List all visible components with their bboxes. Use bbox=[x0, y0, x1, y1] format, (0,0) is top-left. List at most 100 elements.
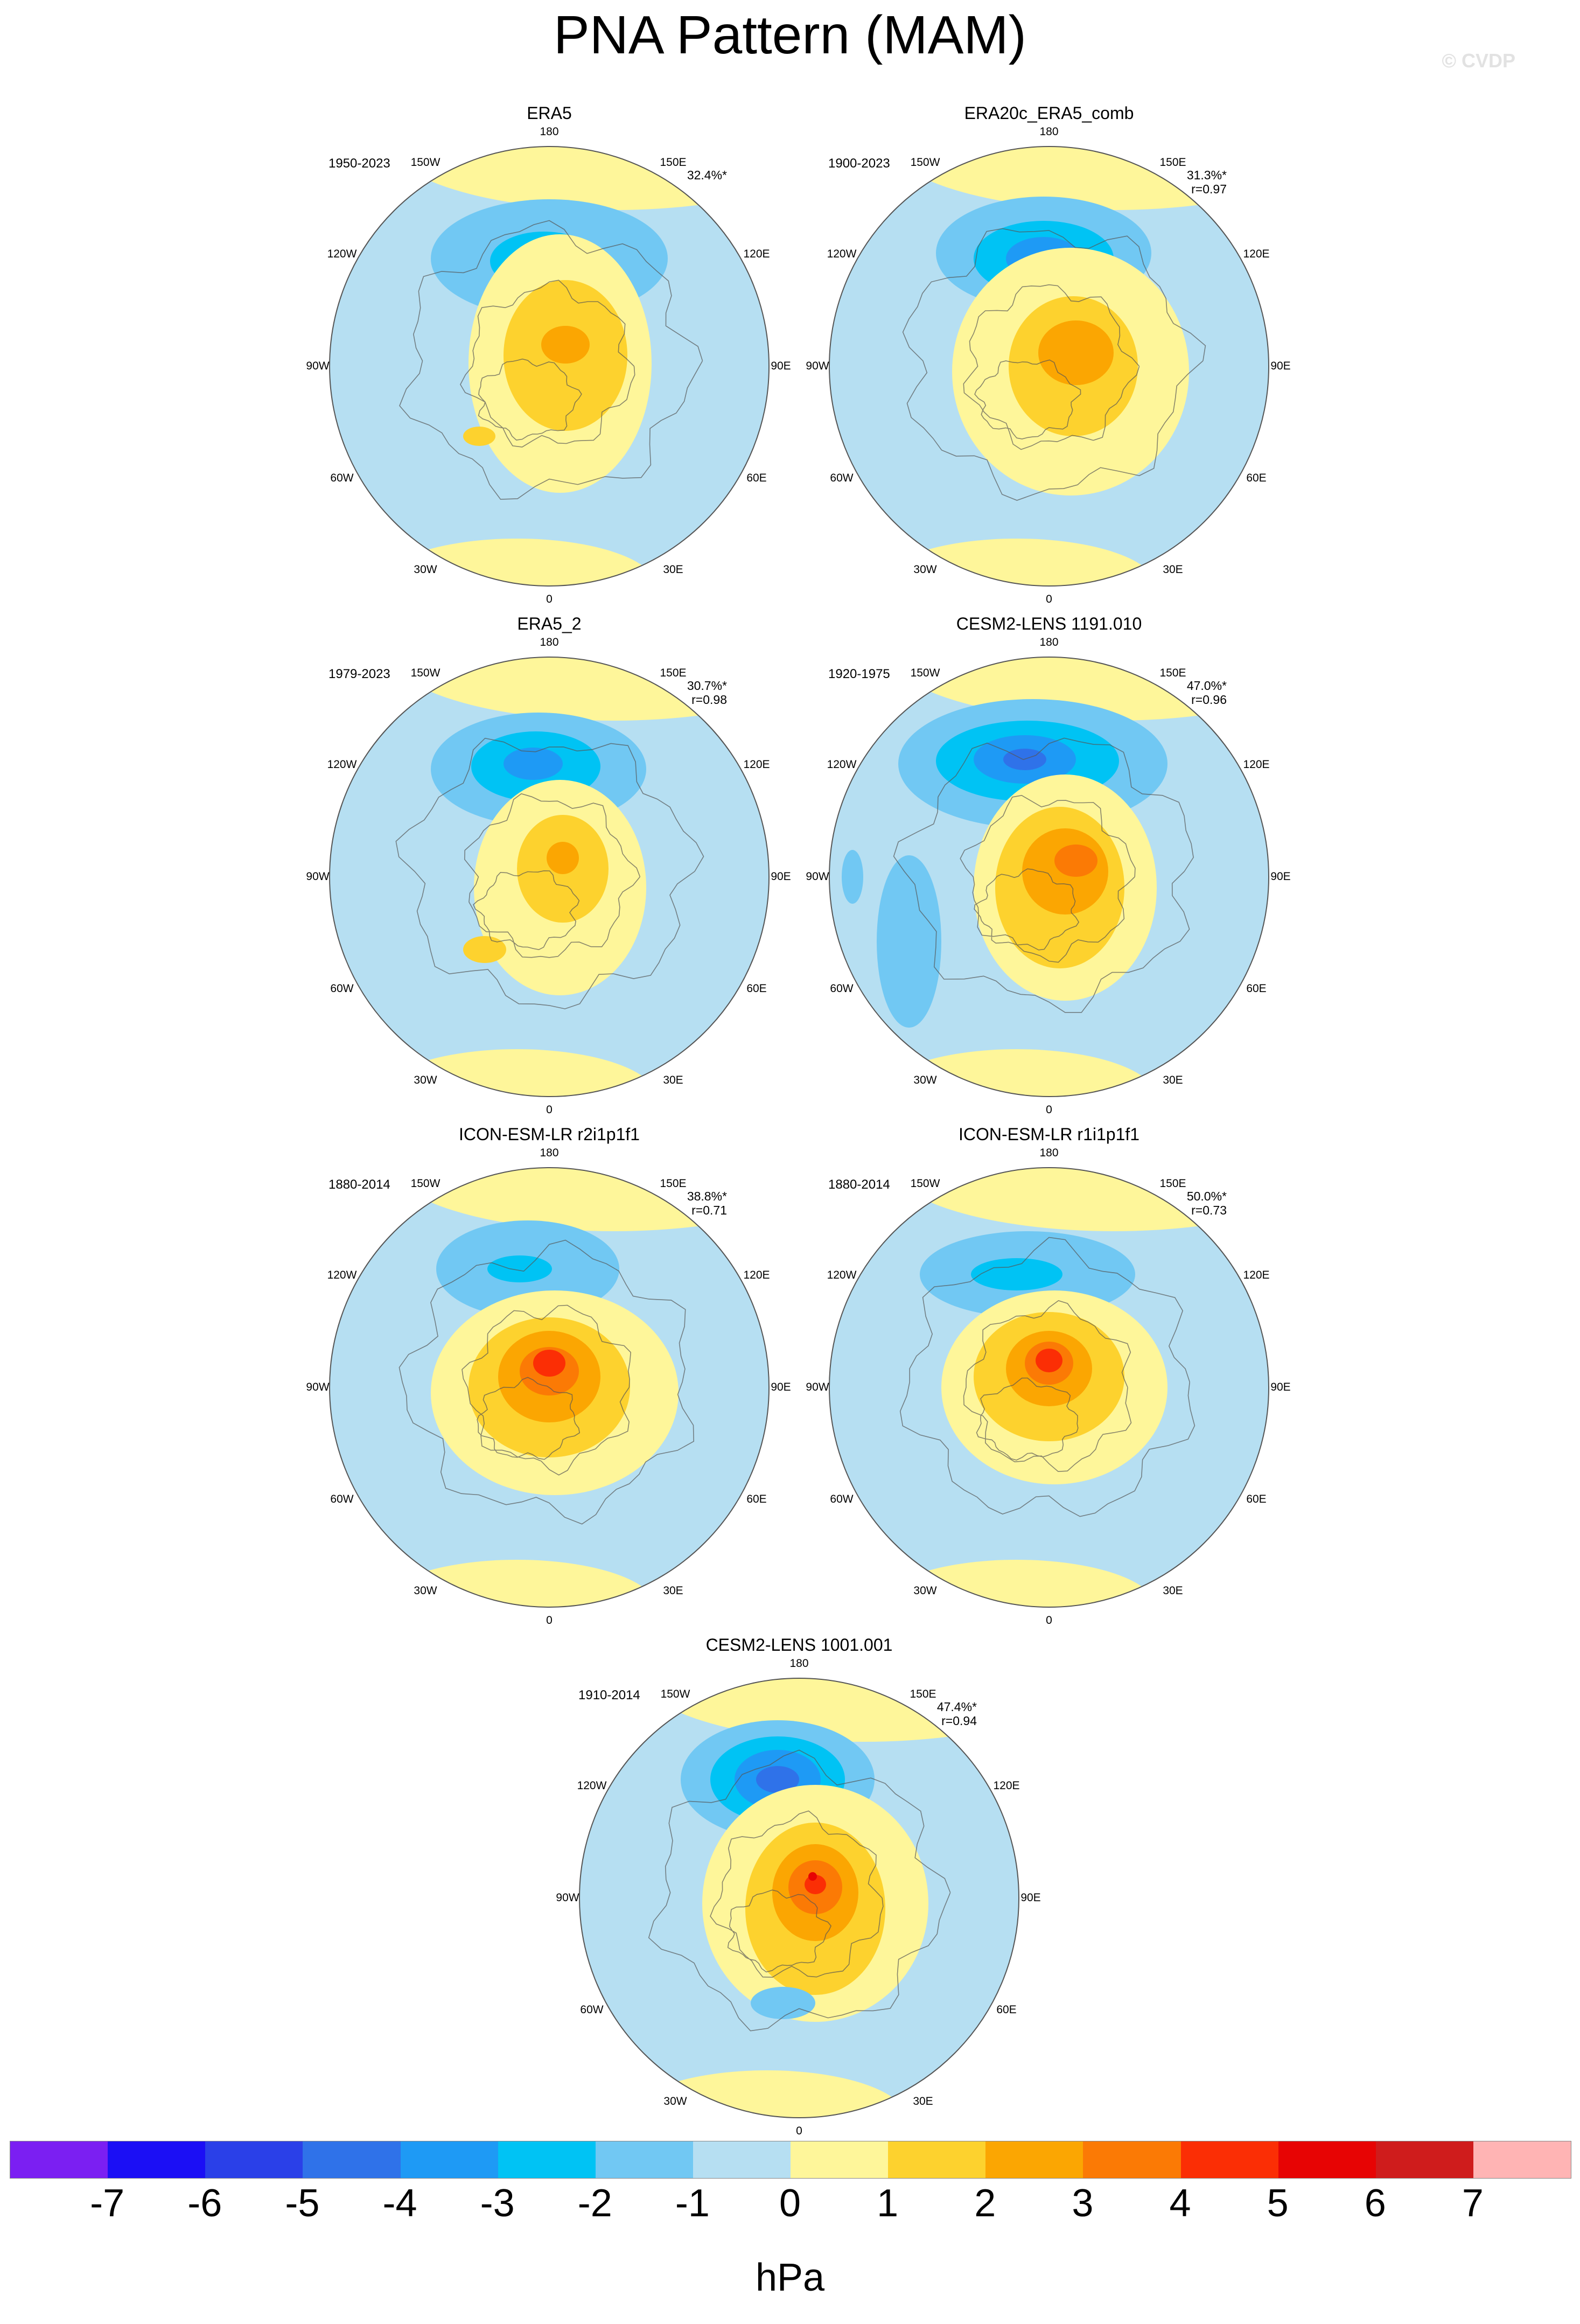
longitude-label: 120E bbox=[993, 1779, 1020, 1792]
negative-contour-fill bbox=[842, 850, 863, 904]
period-label: 1950-2023 bbox=[328, 156, 390, 171]
longitude-label: 150W bbox=[910, 667, 940, 679]
positive-contour-fill bbox=[533, 1350, 565, 1377]
longitude-label: 90W bbox=[306, 870, 330, 883]
longitude-label: 90W bbox=[806, 360, 829, 372]
map-panel-cesm2-lens-1191: CESM2-LENS 1191.010 1920-1975 47.0%* r=0.96… bbox=[791, 614, 1308, 1135]
panel-stats: 32.4%* bbox=[687, 168, 727, 182]
colorbar-tick-label: 2 bbox=[974, 2182, 996, 2225]
longitude-label: 150E bbox=[660, 667, 687, 679]
longitude-label: 60W bbox=[330, 982, 354, 995]
panel-stats: 31.3%* r=0.97 bbox=[1187, 168, 1227, 196]
panel-stats: 47.4%* r=0.94 bbox=[937, 1700, 977, 1728]
period-label: 1920-1975 bbox=[828, 667, 890, 681]
colorbar-swatch bbox=[10, 2141, 108, 2178]
panel-stats: 30.7%* r=0.98 bbox=[687, 679, 727, 707]
polar-map bbox=[829, 146, 1269, 587]
longitude-label: 90E bbox=[1020, 1892, 1041, 1904]
map-boundary bbox=[829, 657, 1269, 1097]
longitude-label: 150W bbox=[410, 1177, 441, 1190]
negative-contour-fill bbox=[751, 1987, 815, 2019]
map-panel-cesm2-lens-1001: CESM2-LENS 1001.001 1910-2014 47.4%* r=0.94… bbox=[541, 1635, 1058, 2156]
colorbar-swatch bbox=[693, 2141, 791, 2178]
longitude-label: 60E bbox=[996, 2004, 1017, 2016]
colorbar-swatch bbox=[888, 2141, 986, 2178]
longitude-label: 90W bbox=[556, 1892, 579, 1904]
colorbar-tick-label: -7 bbox=[90, 2182, 125, 2225]
colorbar-swatch bbox=[400, 2141, 498, 2178]
longitude-label: 120W bbox=[327, 758, 357, 771]
colorbar-swatch bbox=[303, 2141, 401, 2178]
longitude-label: 90W bbox=[306, 1381, 330, 1393]
copyright-watermark: © CVDP bbox=[1442, 50, 1515, 72]
coastline bbox=[899, 1237, 1196, 1517]
colorbar-swatch bbox=[205, 2141, 303, 2178]
coastline bbox=[399, 220, 703, 500]
longitude-label: 120W bbox=[577, 1779, 607, 1792]
panel-stats: 50.0%* r=0.73 bbox=[1187, 1189, 1227, 1217]
colorbar-tick-label: 0 bbox=[779, 2182, 801, 2225]
longitude-label: 180 bbox=[1039, 1147, 1059, 1159]
pattern-correlation: r=0.71 bbox=[691, 1203, 727, 1217]
longitude-label: 60W bbox=[580, 2004, 604, 2016]
longitude-label: 60W bbox=[330, 472, 354, 484]
map-panel-era5-2: ERA5_2 1979-2023 30.7%* r=0.98 180 150W 150E 12… bbox=[291, 614, 808, 1135]
longitude-label: 150E bbox=[1159, 156, 1186, 169]
longitude-label: 30E bbox=[663, 1074, 683, 1086]
longitude-label: 90W bbox=[306, 360, 330, 372]
longitude-label: 120E bbox=[743, 248, 770, 260]
longitude-label: 30W bbox=[913, 563, 937, 576]
colorbar-tick-label: 4 bbox=[1169, 2182, 1191, 2225]
colorbar-swatch bbox=[1473, 2141, 1571, 2178]
colorbar-unit: hPa bbox=[755, 2256, 825, 2299]
map-boundary bbox=[329, 146, 770, 587]
polar-map bbox=[329, 146, 770, 587]
variance-explained: 47.4%* bbox=[936, 1700, 977, 1714]
longitude-label: 30E bbox=[663, 563, 683, 576]
positive-contour-fill bbox=[1054, 845, 1097, 877]
longitude-label: 30W bbox=[414, 563, 437, 576]
longitude-label: 120W bbox=[327, 1269, 357, 1281]
map-boundary bbox=[829, 146, 1269, 587]
negative-contour-fill bbox=[487, 1255, 552, 1282]
longitude-label: 90E bbox=[1270, 360, 1291, 372]
longitude-label: 60E bbox=[1246, 982, 1267, 995]
longitude-label: 30E bbox=[1163, 1074, 1183, 1086]
period-label: 1880-2014 bbox=[328, 1177, 390, 1192]
pattern-correlation: r=0.98 bbox=[691, 693, 727, 707]
positive-contour-fill bbox=[541, 326, 590, 364]
longitude-label: 60E bbox=[1246, 472, 1267, 484]
longitude-label: 150W bbox=[910, 1177, 940, 1190]
map-boundary bbox=[579, 1678, 1019, 2118]
polar-map bbox=[579, 1678, 1019, 2118]
coastline bbox=[395, 737, 704, 1009]
longitude-label: 120E bbox=[1243, 758, 1270, 771]
longitude-label: 150E bbox=[910, 1688, 936, 1700]
longitude-label: 60E bbox=[746, 1493, 767, 1505]
longitude-label: 120W bbox=[327, 248, 357, 260]
colorbar-swatch bbox=[1083, 2141, 1181, 2178]
period-label: 1880-2014 bbox=[828, 1177, 890, 1192]
longitude-label: 150E bbox=[1159, 1177, 1186, 1190]
panel-title: ERA5 bbox=[527, 103, 572, 123]
colorbar-tick-label: 3 bbox=[1072, 2182, 1094, 2225]
pattern-correlation: r=0.73 bbox=[1191, 1203, 1227, 1217]
panel-stats: 38.8%* r=0.71 bbox=[687, 1189, 727, 1217]
colorbar-swatch bbox=[985, 2141, 1083, 2178]
panel-title: CESM2-LENS 1001.001 bbox=[705, 1635, 893, 1655]
negative-contour-fill bbox=[504, 748, 563, 780]
colorbar-tick-label: -6 bbox=[187, 2182, 222, 2225]
longitude-label: 0 bbox=[546, 1104, 553, 1116]
longitude-label: 180 bbox=[789, 1657, 809, 1670]
map-panel-era5: ERA5 1950-2023 32.4%* 180 150W 150E 120W 120E 90… bbox=[291, 103, 808, 625]
colorbar-tick-label: 5 bbox=[1267, 2182, 1289, 2225]
longitude-label: 60W bbox=[830, 1493, 854, 1505]
longitude-label: 60E bbox=[746, 472, 767, 484]
longitude-label: 90W bbox=[806, 1381, 829, 1393]
map-panel-era20c-era5-comb: ERA20c_ERA5_comb 1900-2023 31.3%* r=0.97 180… bbox=[791, 103, 1308, 625]
colorbar-tick-label: -4 bbox=[382, 2182, 417, 2225]
colorbar-swatch bbox=[498, 2141, 596, 2178]
longitude-label: 30W bbox=[913, 1585, 937, 1597]
negative-contour-fill bbox=[756, 1766, 799, 1793]
longitude-label: 60W bbox=[830, 982, 854, 995]
